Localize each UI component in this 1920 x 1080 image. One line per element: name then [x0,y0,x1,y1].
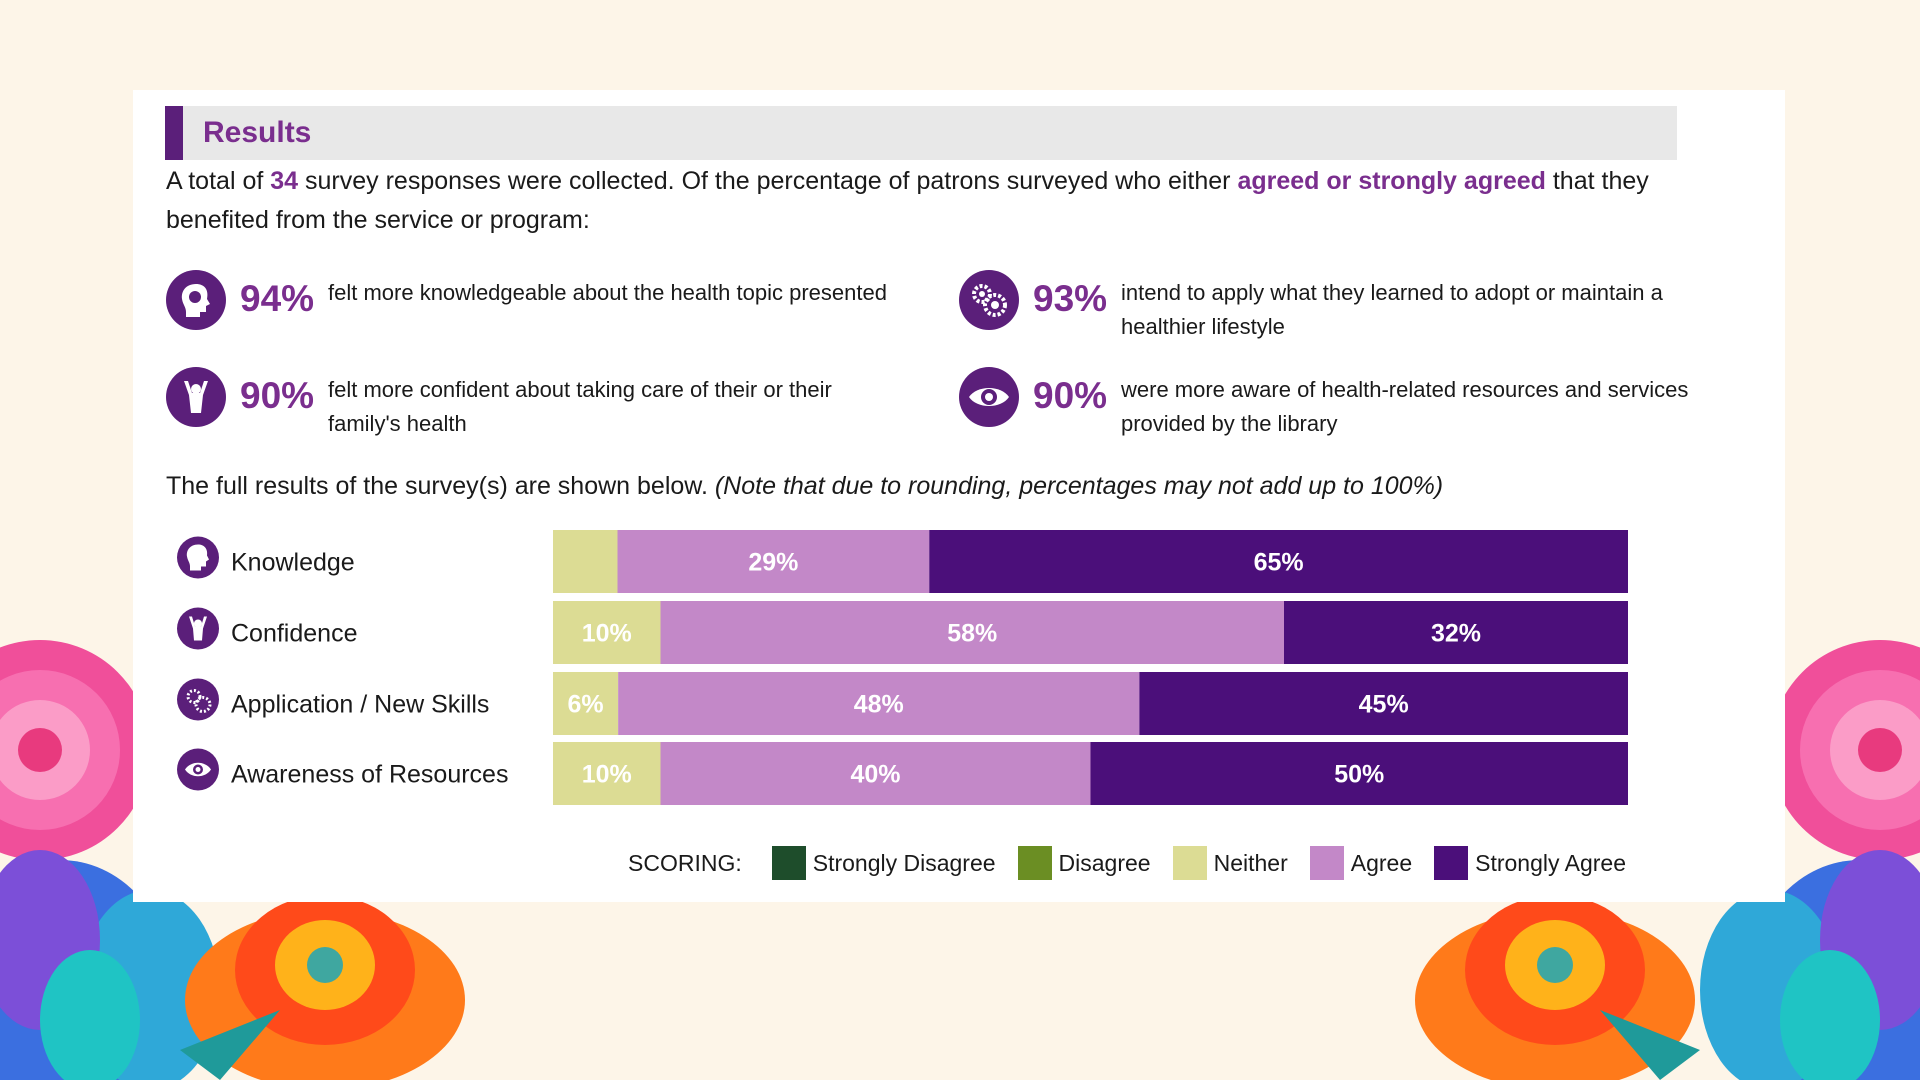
legend-label: Strongly Agree [1475,849,1626,876]
bar-segment-neither [553,742,661,805]
data-label: 40% [850,761,900,789]
blue-flower-right-decoration [1660,820,1920,1080]
head-icon [166,270,226,330]
person-arms-up-icon [166,367,226,427]
legend-swatch [1434,846,1469,880]
category-label: Confidence [231,620,357,648]
bar-segment-strongly-agree [1139,672,1628,735]
gears-icon [177,678,219,721]
legend-item: Disagree [1017,846,1151,880]
bar-segment-agree [617,530,930,593]
category-label: Application / New Skills [231,691,489,719]
gears-icon [959,270,1019,330]
header-accent [165,106,183,160]
legend-label: Neither [1213,849,1288,876]
legend-title: SCORING: [628,849,742,876]
head-icon [177,536,219,579]
note-italic: (Note that due to rounding, percentages … [714,472,1444,500]
stat-percent: 90% [240,375,315,416]
intro-paragraph: A total of 34 survey responses were coll… [166,162,1696,240]
orange-flower-right-decoration [1390,890,1720,1080]
data-label: 50% [1334,761,1384,789]
data-label: 58% [947,620,997,648]
bar-segment-neither [553,601,661,664]
intro-text-1: A total of [166,167,271,195]
legend-item: Neither [1172,846,1288,880]
data-label: 48% [854,691,904,719]
stat-description: felt more knowledgeable about the health… [328,280,887,305]
data-label: 10% [582,620,632,648]
response-count: 34 [270,167,299,195]
intro-text-2: survey responses were collected. Of the … [298,167,1238,195]
category-label: Awareness of Resources [231,761,508,789]
chart-legend: SCORING: Strongly Disagree Disagree Neithe… [628,845,1648,881]
legend-item: Strongly Agree [1434,846,1626,880]
legend-label: Strongly Disagree [812,849,996,876]
stat-percent: 94% [240,278,315,319]
results-header: Results [165,106,1677,160]
bar-segment-strongly-agree [1090,742,1628,805]
survey-note: The full results of the survey(s) are sh… [166,472,1443,501]
orange-flower-left-decoration [160,890,490,1080]
eye-icon [177,748,219,791]
legend-label: Disagree [1058,849,1151,876]
legend-item: Agree [1309,846,1413,880]
legend-swatch [1017,846,1052,880]
legend-item: Strongly Disagree [771,846,996,880]
legend-label: Agree [1350,849,1413,876]
blue-flower-left-decoration [0,820,260,1080]
bar-segment-agree [618,672,1140,735]
bar-segment-strongly-agree [929,530,1628,593]
bar-segment-neither [553,530,618,593]
stat-percent: 93% [1033,278,1108,319]
stat-description: were more aware of health-related resour… [1121,377,1689,436]
data-label: 29% [748,549,798,577]
note-text: The full results of the survey(s) are sh… [166,472,715,500]
eye-icon [959,367,1019,427]
intro-highlight: agreed or strongly agreed [1237,167,1546,195]
results-card: Results A total of 34 survey responses w… [133,90,1785,902]
intro-text-3: that they benefited from the service or … [166,167,1649,234]
data-label: 6% [568,691,604,719]
pink-flower-right-decoration [1770,610,1920,910]
results-title: Results [203,116,312,149]
pink-flower-left-decoration [0,610,150,910]
stat-percent: 90% [1033,375,1108,416]
category-label: Knowledge [231,549,355,577]
stat-knowledge: 94% felt more knowledgeable about the he… [166,270,926,340]
data-label: 10% [582,761,632,789]
data-label: 32% [1431,620,1481,648]
stat-confidence: 90% felt more confident about taking car… [166,367,926,437]
stat-description: felt more confident about taking care of… [328,377,832,436]
stat-description: intend to apply what they learned to ado… [1121,280,1663,339]
legend-swatch [771,846,806,880]
bar-segment-agree [660,742,1091,805]
person-arms-up-icon [177,607,219,650]
legend-swatch [1172,846,1207,880]
bar-segment-neither [553,672,619,735]
legend-swatch [1309,846,1344,880]
data-label: 45% [1359,691,1409,719]
data-label: 65% [1254,549,1304,577]
stat-application: 93% intend to apply what they learned to… [959,270,1739,340]
stat-awareness: 90% were more aware of health-related re… [959,367,1739,437]
stacked-bar-chart: Knowledge 29% 65% Confidence 10% 58% 32% Applic… [177,530,1628,805]
bar-segment-strongly-agree [1284,601,1628,664]
bar-segment-agree [660,601,1284,664]
